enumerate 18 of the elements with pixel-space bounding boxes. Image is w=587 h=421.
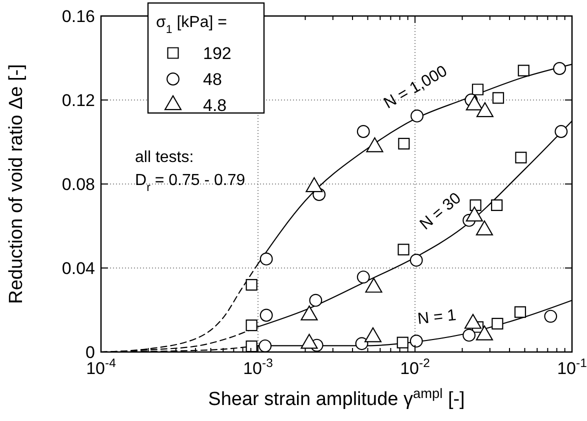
x-tick-label: 10$^{-1}$ <box>557 356 587 378</box>
y-tick-label: 0.08 <box>62 175 95 194</box>
annotation: all tests: <box>135 149 194 166</box>
legend-label: 192 <box>203 44 232 63</box>
annotation: N = 30 <box>417 190 465 234</box>
legend-title: σ$_{1}$ [kPa] = <box>156 14 227 36</box>
y-tick-label: 0.12 <box>62 91 95 110</box>
y-tick-label: 0.16 <box>62 7 95 26</box>
x-axis-title: Shear strain amplitude γ$^{ampl}$ [-] <box>208 386 465 410</box>
annotation: D$_{r}$ = 0.75 - 0.79 <box>135 172 246 194</box>
x-tick-label: 10$^{-2}$ <box>400 356 430 378</box>
x-tick-label: 10$^{-3}$ <box>243 356 274 378</box>
y-axis-title: Reduction of void ratio Δe [-] <box>6 64 27 304</box>
y-tick-label: 0 <box>86 343 95 362</box>
legend-label: 48 <box>203 70 222 89</box>
annotation: N = 1 <box>416 307 458 328</box>
legend-label: 4.8 <box>203 96 227 115</box>
y-tick-label: 0.04 <box>62 259 95 278</box>
